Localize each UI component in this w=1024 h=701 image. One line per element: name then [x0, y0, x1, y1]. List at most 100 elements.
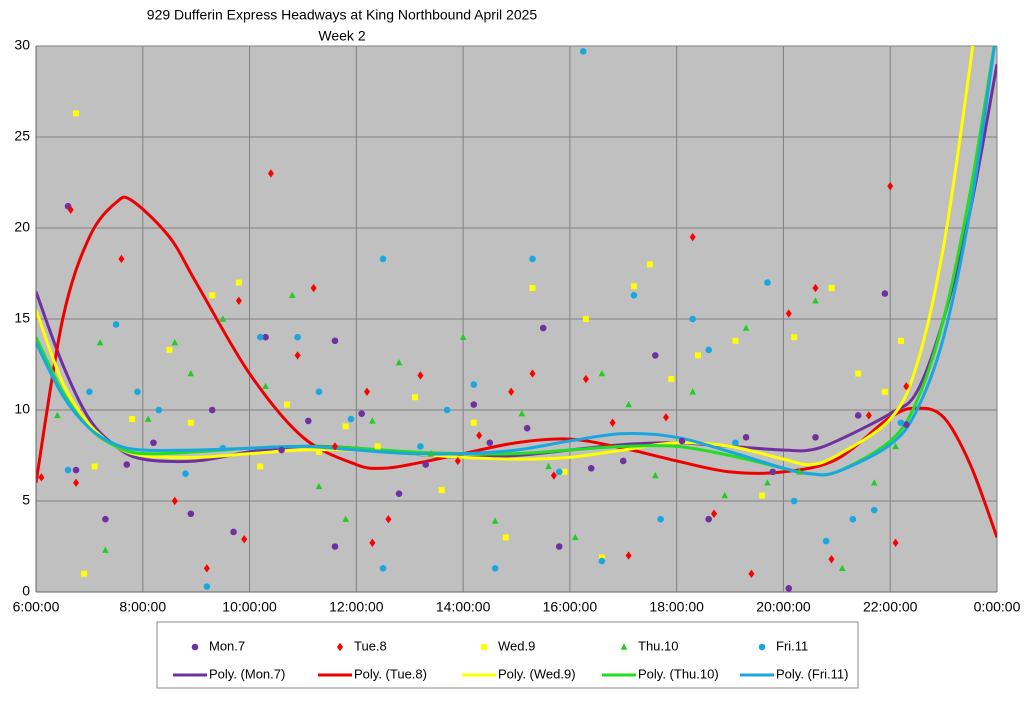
point: [187, 510, 195, 518]
point: [123, 461, 131, 468]
point: [134, 388, 141, 396]
point: [129, 416, 136, 423]
point: [678, 437, 686, 445]
point: [476, 431, 483, 440]
point: [315, 388, 323, 396]
point: [571, 533, 579, 541]
point: [67, 205, 74, 214]
point: [417, 443, 424, 450]
point: [96, 339, 104, 346]
point: [241, 535, 248, 544]
y-tick-label: 30: [14, 37, 30, 53]
point: [732, 337, 739, 344]
point: [182, 470, 189, 478]
point: [887, 181, 894, 191]
point: [620, 643, 628, 650]
point: [721, 491, 729, 499]
point: [689, 315, 696, 323]
point: [203, 564, 210, 573]
legend-label: Mon.7: [209, 638, 245, 653]
point: [283, 401, 290, 408]
point: [619, 457, 627, 465]
x-tick-label: 18:00:00: [649, 599, 704, 615]
point: [481, 644, 487, 650]
point: [443, 406, 451, 414]
x-tick-label: 22:00:00: [863, 599, 918, 615]
point: [203, 583, 211, 590]
y-tick-label: 10: [14, 401, 30, 417]
point: [331, 543, 339, 550]
point: [662, 413, 669, 422]
y-tick-label: 20: [14, 219, 30, 235]
point: [598, 557, 606, 565]
point: [118, 254, 125, 264]
point: [764, 279, 771, 286]
point: [347, 415, 355, 423]
point: [358, 410, 365, 417]
point: [209, 292, 216, 299]
trendline: [36, 46, 996, 477]
point: [625, 551, 632, 560]
point: [294, 351, 301, 360]
point: [337, 642, 343, 652]
point: [395, 490, 403, 498]
point: [742, 324, 750, 331]
point: [486, 439, 494, 447]
point: [187, 370, 195, 377]
point: [897, 419, 905, 427]
point: [278, 446, 285, 454]
point: [785, 585, 793, 592]
point: [102, 546, 109, 553]
legend-label: Poly. (Tue.8): [354, 666, 427, 681]
point: [529, 285, 536, 292]
point: [374, 443, 381, 450]
point: [262, 382, 269, 390]
point: [587, 464, 595, 472]
point: [870, 506, 878, 514]
point: [748, 569, 755, 578]
y-tick-label: 5: [22, 492, 30, 508]
point: [579, 48, 587, 55]
trendline: [36, 195, 997, 538]
point: [812, 283, 819, 293]
point: [790, 497, 798, 505]
y-tick-label: 15: [14, 310, 30, 326]
point: [625, 400, 632, 408]
point: [230, 528, 237, 536]
point: [695, 352, 702, 359]
point: [502, 534, 509, 541]
point: [235, 279, 242, 286]
point: [112, 321, 120, 328]
point: [86, 388, 93, 396]
point: [854, 412, 862, 419]
point: [822, 537, 830, 545]
point: [438, 487, 445, 494]
points: [38, 48, 910, 592]
point: [689, 388, 696, 395]
point: [262, 333, 269, 341]
point: [892, 442, 899, 450]
point: [828, 555, 835, 564]
point: [865, 411, 872, 420]
point: [470, 401, 478, 408]
point: [171, 496, 178, 506]
legend-box: [156, 621, 859, 689]
point: [812, 434, 819, 441]
point: [208, 406, 216, 414]
point: [454, 456, 461, 466]
point: [903, 382, 910, 391]
point: [331, 337, 339, 345]
point: [72, 466, 80, 474]
point: [171, 339, 179, 346]
point: [555, 543, 563, 550]
point: [342, 423, 349, 430]
point: [881, 290, 889, 297]
point: [630, 292, 638, 299]
point: [791, 334, 798, 341]
point: [219, 315, 227, 322]
legend-label: Poly. (Mon.7): [209, 666, 285, 681]
point: [412, 394, 419, 401]
trendlines: [36, 46, 997, 538]
point: [870, 479, 878, 486]
point: [144, 415, 152, 422]
